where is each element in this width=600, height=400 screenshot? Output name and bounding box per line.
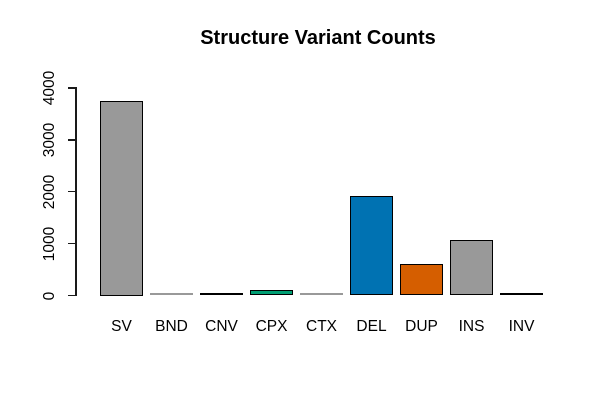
- y-tick-label: 1000: [41, 226, 58, 261]
- bar-ins: [450, 239, 493, 296]
- y-tick-label: 3000: [41, 122, 58, 158]
- bar-bnd: [150, 293, 193, 296]
- y-tick: [68, 294, 76, 297]
- y-tick: [68, 190, 76, 193]
- y-tick-label: 2000: [41, 174, 58, 209]
- y-tick: [68, 242, 76, 245]
- y-tick-label: 4000: [41, 70, 58, 106]
- x-label-ctx: CTX: [306, 318, 337, 335]
- x-label-sv: SV: [111, 318, 132, 335]
- x-label-inv: INV: [508, 318, 535, 335]
- y-tick-label: 0: [41, 291, 58, 300]
- x-label-bnd: BND: [155, 318, 188, 335]
- chart-title: Structure Variant Counts: [200, 27, 436, 49]
- bar-dup: [400, 264, 443, 296]
- bar-cpx: [250, 290, 293, 296]
- bar-inv: [500, 293, 543, 296]
- bar-cnv: [200, 293, 243, 296]
- y-axis-line: [75, 87, 77, 297]
- x-label-ins: INS: [458, 318, 485, 335]
- y-tick: [68, 87, 76, 89]
- y-tick: [68, 139, 76, 141]
- bar-del: [350, 195, 393, 296]
- x-label-del: DEL: [356, 318, 387, 335]
- x-label-cnv: CNV: [205, 318, 238, 335]
- x-label-cpx: CPX: [255, 318, 288, 335]
- x-label-dup: DUP: [405, 318, 438, 335]
- bar-ctx: [300, 293, 343, 296]
- bar-sv: [100, 100, 143, 296]
